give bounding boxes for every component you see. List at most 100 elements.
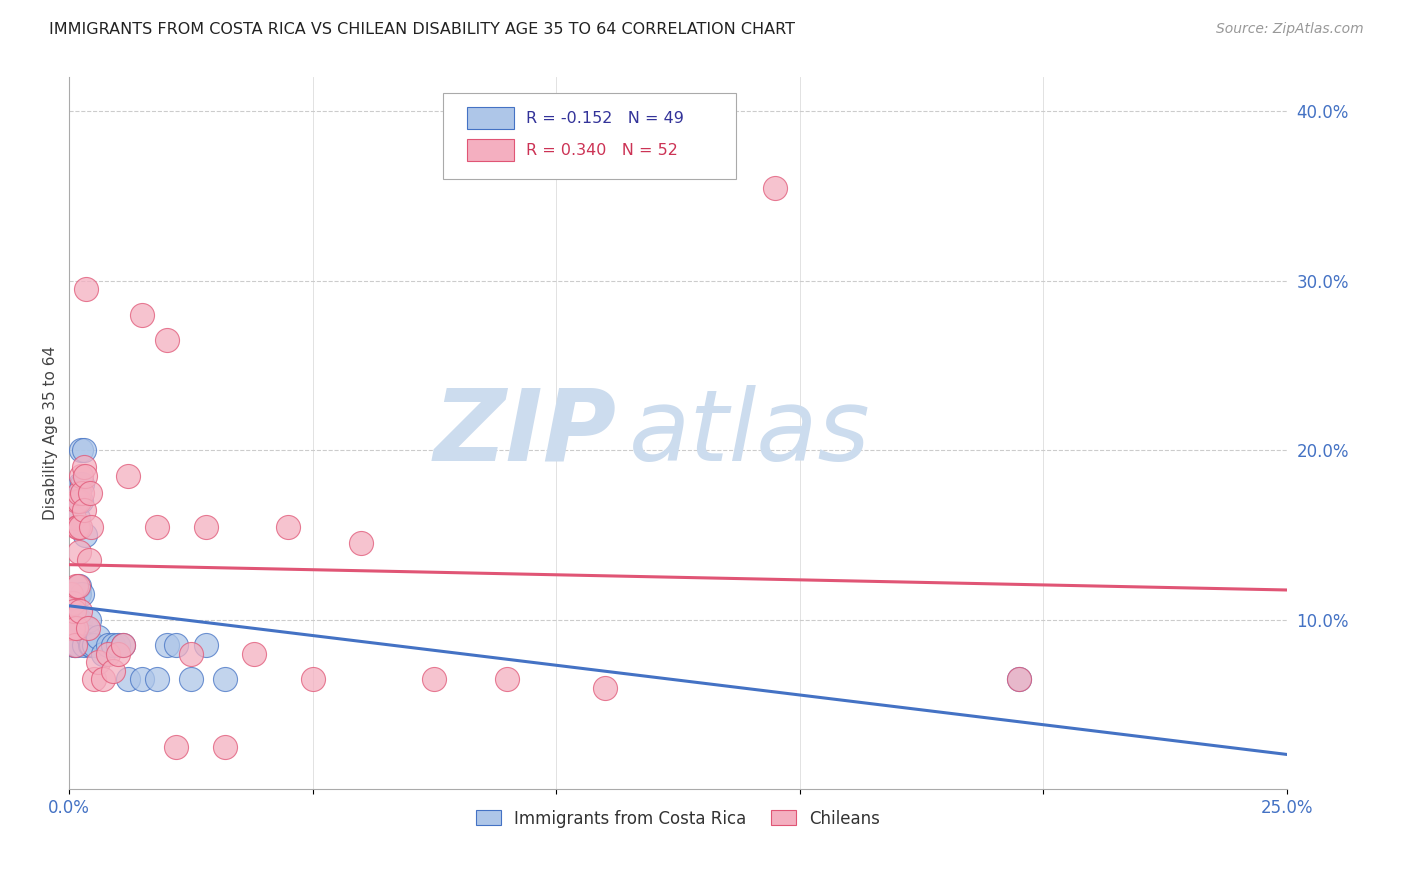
- Point: [63, 511, 86, 525]
- Point: [70, 443, 93, 458]
- Point: [97, 647, 120, 661]
- Legend: Immigrants from Costa Rica, Chileans: Immigrants from Costa Rica, Chileans: [468, 803, 887, 834]
- Point: [66, 519, 89, 533]
- Point: [66, 613, 89, 627]
- Point: [63, 638, 86, 652]
- Text: Source: ZipAtlas.com: Source: ZipAtlas.com: [1216, 22, 1364, 37]
- Point: [73, 502, 96, 516]
- Point: [62, 596, 84, 610]
- Point: [73, 460, 96, 475]
- Point: [131, 672, 153, 686]
- Point: [69, 604, 91, 618]
- Point: [69, 519, 91, 533]
- Point: [1008, 672, 1031, 686]
- Point: [73, 443, 96, 458]
- Point: [165, 739, 187, 754]
- Point: [66, 511, 89, 525]
- Point: [63, 638, 86, 652]
- Point: [59, 587, 82, 601]
- Point: [194, 638, 217, 652]
- Point: [146, 672, 169, 686]
- Point: [62, 621, 84, 635]
- Point: [111, 638, 134, 652]
- Point: [180, 647, 202, 661]
- Point: [62, 621, 84, 635]
- Point: [70, 468, 93, 483]
- Point: [65, 638, 87, 652]
- Point: [243, 647, 266, 661]
- Point: [63, 638, 86, 652]
- Point: [63, 604, 86, 618]
- Point: [83, 672, 105, 686]
- Point: [66, 579, 89, 593]
- Point: [65, 579, 87, 593]
- Point: [69, 545, 91, 559]
- Point: [156, 333, 179, 347]
- Point: [214, 739, 236, 754]
- Text: atlas: atlas: [630, 384, 870, 482]
- Point: [76, 621, 98, 635]
- Point: [62, 613, 84, 627]
- Point: [67, 587, 90, 601]
- Point: [76, 630, 98, 644]
- Point: [65, 519, 87, 533]
- Point: [79, 485, 101, 500]
- Point: [77, 613, 100, 627]
- Point: [69, 613, 91, 627]
- Point: [75, 282, 97, 296]
- Point: [60, 604, 83, 618]
- Point: [67, 485, 90, 500]
- Point: [156, 638, 179, 652]
- Point: [72, 485, 94, 500]
- Point: [73, 468, 96, 483]
- Point: [165, 638, 187, 652]
- Point: [65, 621, 87, 635]
- Point: [63, 613, 86, 627]
- Point: [214, 672, 236, 686]
- Point: [111, 638, 134, 652]
- FancyBboxPatch shape: [443, 93, 737, 179]
- Point: [73, 638, 96, 652]
- Point: [87, 630, 110, 644]
- Point: [67, 494, 90, 508]
- Point: [146, 519, 169, 533]
- Point: [423, 672, 446, 686]
- Point: [60, 621, 83, 635]
- Point: [80, 638, 103, 652]
- Point: [79, 638, 101, 652]
- Text: ZIP: ZIP: [434, 384, 617, 482]
- Point: [1008, 672, 1031, 686]
- Point: [72, 587, 94, 601]
- Point: [66, 587, 89, 601]
- Point: [70, 494, 93, 508]
- Point: [101, 664, 124, 678]
- Y-axis label: Disability Age 35 to 64: Disability Age 35 to 64: [44, 346, 58, 520]
- FancyBboxPatch shape: [467, 107, 513, 128]
- Point: [194, 519, 217, 533]
- Point: [593, 681, 616, 695]
- Point: [70, 477, 93, 491]
- Point: [65, 613, 87, 627]
- Point: [91, 647, 114, 661]
- Point: [107, 647, 129, 661]
- Point: [65, 621, 87, 635]
- Point: [91, 672, 114, 686]
- Point: [67, 613, 90, 627]
- Point: [66, 621, 89, 635]
- Point: [66, 494, 89, 508]
- Point: [87, 655, 110, 669]
- FancyBboxPatch shape: [467, 139, 513, 161]
- Point: [83, 638, 105, 652]
- Point: [117, 468, 139, 483]
- Point: [97, 638, 120, 652]
- Point: [67, 494, 90, 508]
- Point: [77, 553, 100, 567]
- Point: [763, 180, 786, 194]
- Text: IMMIGRANTS FROM COSTA RICA VS CHILEAN DISABILITY AGE 35 TO 64 CORRELATION CHART: IMMIGRANTS FROM COSTA RICA VS CHILEAN DI…: [49, 22, 796, 37]
- Point: [75, 621, 97, 635]
- Point: [73, 528, 96, 542]
- Point: [301, 672, 323, 686]
- Text: R = -0.152   N = 49: R = -0.152 N = 49: [526, 111, 683, 126]
- Point: [80, 519, 103, 533]
- Point: [277, 519, 299, 533]
